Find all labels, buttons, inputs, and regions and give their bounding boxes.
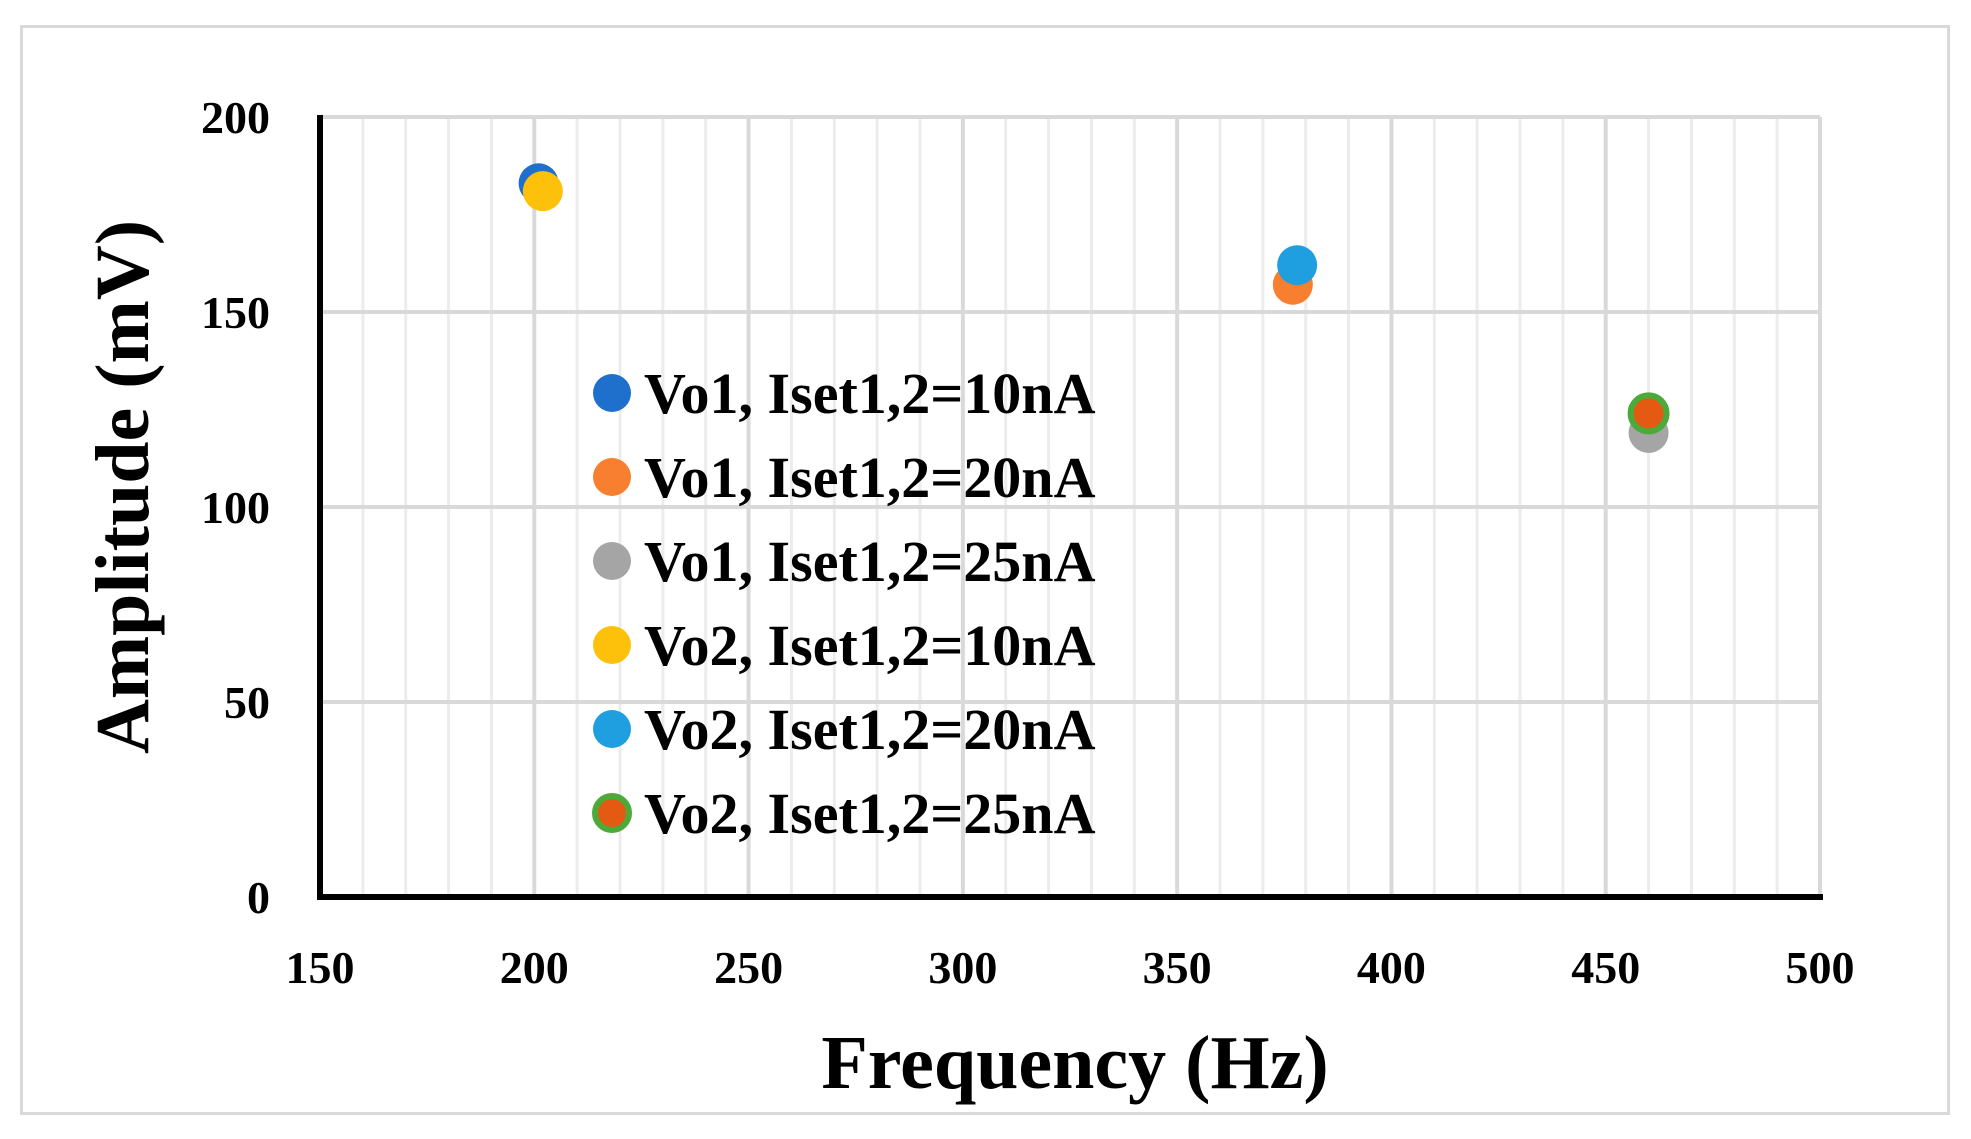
x-tick-label: 450 [1571,942,1640,993]
x-tick-label: 200 [500,942,569,993]
legend-marker [593,458,631,496]
y-tick-label: 100 [201,482,270,533]
chart-frame [20,25,1950,1115]
legend-label: Vo2, Iset1,2=25nA [644,781,1096,846]
y-tick-label: 0 [247,872,270,923]
legend-label: Vo1, Iset1,2=25nA [644,529,1096,594]
legend-label: Vo1, Iset1,2=20nA [644,445,1096,510]
legend-marker [593,374,631,412]
y-axis-title: Amplitude (mV) [81,220,165,754]
x-tick-label: 500 [1786,942,1855,993]
data-point [1277,245,1318,286]
y-tick-label: 150 [201,287,270,338]
legend-marker [593,710,631,748]
x-tick-labels: 150 200 250 300 350 400 450 500 [286,942,1855,993]
legend-marker [592,793,632,833]
legend-label: Vo1, Iset1,2=10nA [644,361,1096,426]
x-axis-title: Frequency (Hz) [821,1021,1328,1105]
data-points [518,163,1670,453]
x-tick-label: 350 [1143,942,1212,993]
legend-marker [593,542,631,580]
x-tick-label: 300 [928,942,997,993]
data-point [522,171,563,212]
x-tick-label: 150 [286,942,355,993]
y-tick-label: 50 [224,677,270,728]
legend: Vo1, Iset1,2=10nA Vo1, Iset1,2=20nA Vo1, I… [592,361,1096,846]
data-point [1627,392,1670,435]
y-tick-labels: 0 50 100 150 200 [201,92,270,923]
x-tick-label: 400 [1357,942,1426,993]
axes [317,115,1823,900]
legend-marker [593,626,631,664]
legend-label: Vo2, Iset1,2=20nA [644,697,1096,762]
x-tick-label: 250 [714,942,783,993]
legend-label: Vo2, Iset1,2=10nA [644,613,1096,678]
y-tick-label: 200 [201,92,270,143]
